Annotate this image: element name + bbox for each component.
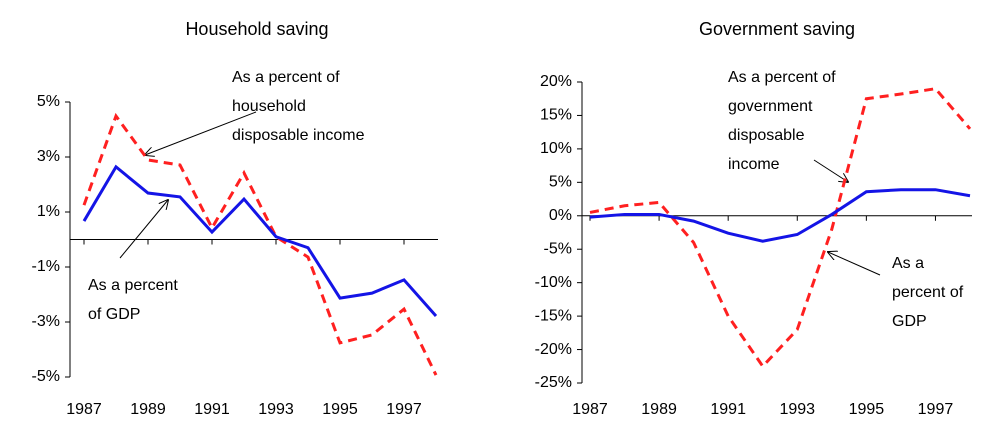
- annotation: government: [728, 98, 813, 115]
- x-tick-label: 1997: [918, 401, 954, 418]
- annotation: As a percent: [88, 277, 178, 294]
- x-tick-label: 1993: [779, 401, 815, 418]
- annotation: household: [232, 98, 306, 115]
- x-tick-label: 1991: [194, 401, 230, 418]
- y-tick-label: 20%: [540, 73, 572, 90]
- annotation: As a: [892, 255, 924, 272]
- y-tick-label: -15%: [535, 307, 572, 324]
- x-tick-label: 1991: [710, 401, 746, 418]
- y-tick-label: 5%: [37, 93, 60, 110]
- x-tick-label: 1997: [386, 401, 422, 418]
- annotation: percent of: [892, 284, 964, 301]
- y-tick-label: 15%: [540, 107, 572, 124]
- series-line: [82, 112, 438, 376]
- x-tick-label: 1989: [641, 401, 677, 418]
- y-tick-label: 5%: [549, 174, 572, 191]
- y-tick-label: 10%: [540, 140, 572, 157]
- annotation: of GDP: [88, 306, 140, 323]
- x-tick-label: 1989: [130, 401, 166, 418]
- arrow: [119, 200, 168, 259]
- y-tick-label: -25%: [535, 374, 572, 391]
- series-line: [589, 188, 971, 243]
- y-tick-label: 3%: [37, 148, 60, 165]
- annotation: disposable income: [232, 127, 365, 144]
- y-tick-label: -3%: [32, 313, 60, 330]
- y-tick-label: -5%: [544, 240, 572, 257]
- x-tick-label: 1987: [572, 401, 608, 418]
- x-tick-label: 1995: [849, 401, 885, 418]
- annotation: GDP: [892, 313, 927, 330]
- x-tick-label: 1993: [258, 401, 294, 418]
- arrow: [145, 111, 257, 155]
- x-tick-label: 1987: [66, 401, 102, 418]
- chart-title: Household saving: [185, 19, 328, 39]
- series-line: [589, 87, 972, 369]
- annotation: income: [728, 156, 780, 173]
- y-tick-label: -10%: [535, 274, 572, 291]
- x-tick-label: 1995: [322, 401, 358, 418]
- y-tick-label: 1%: [37, 203, 60, 220]
- y-tick-label: -20%: [535, 341, 572, 358]
- arrow: [828, 252, 881, 276]
- annotation: disposable: [728, 127, 805, 144]
- annotation: As a percent of: [232, 69, 340, 86]
- y-tick-label: 0%: [549, 207, 572, 224]
- y-tick-label: -5%: [32, 368, 60, 385]
- arrow: [813, 159, 848, 182]
- series-line: [82, 164, 438, 317]
- chart-title: Government saving: [699, 19, 855, 39]
- y-tick-label: -1%: [32, 258, 60, 275]
- annotation: As a percent of: [728, 69, 836, 86]
